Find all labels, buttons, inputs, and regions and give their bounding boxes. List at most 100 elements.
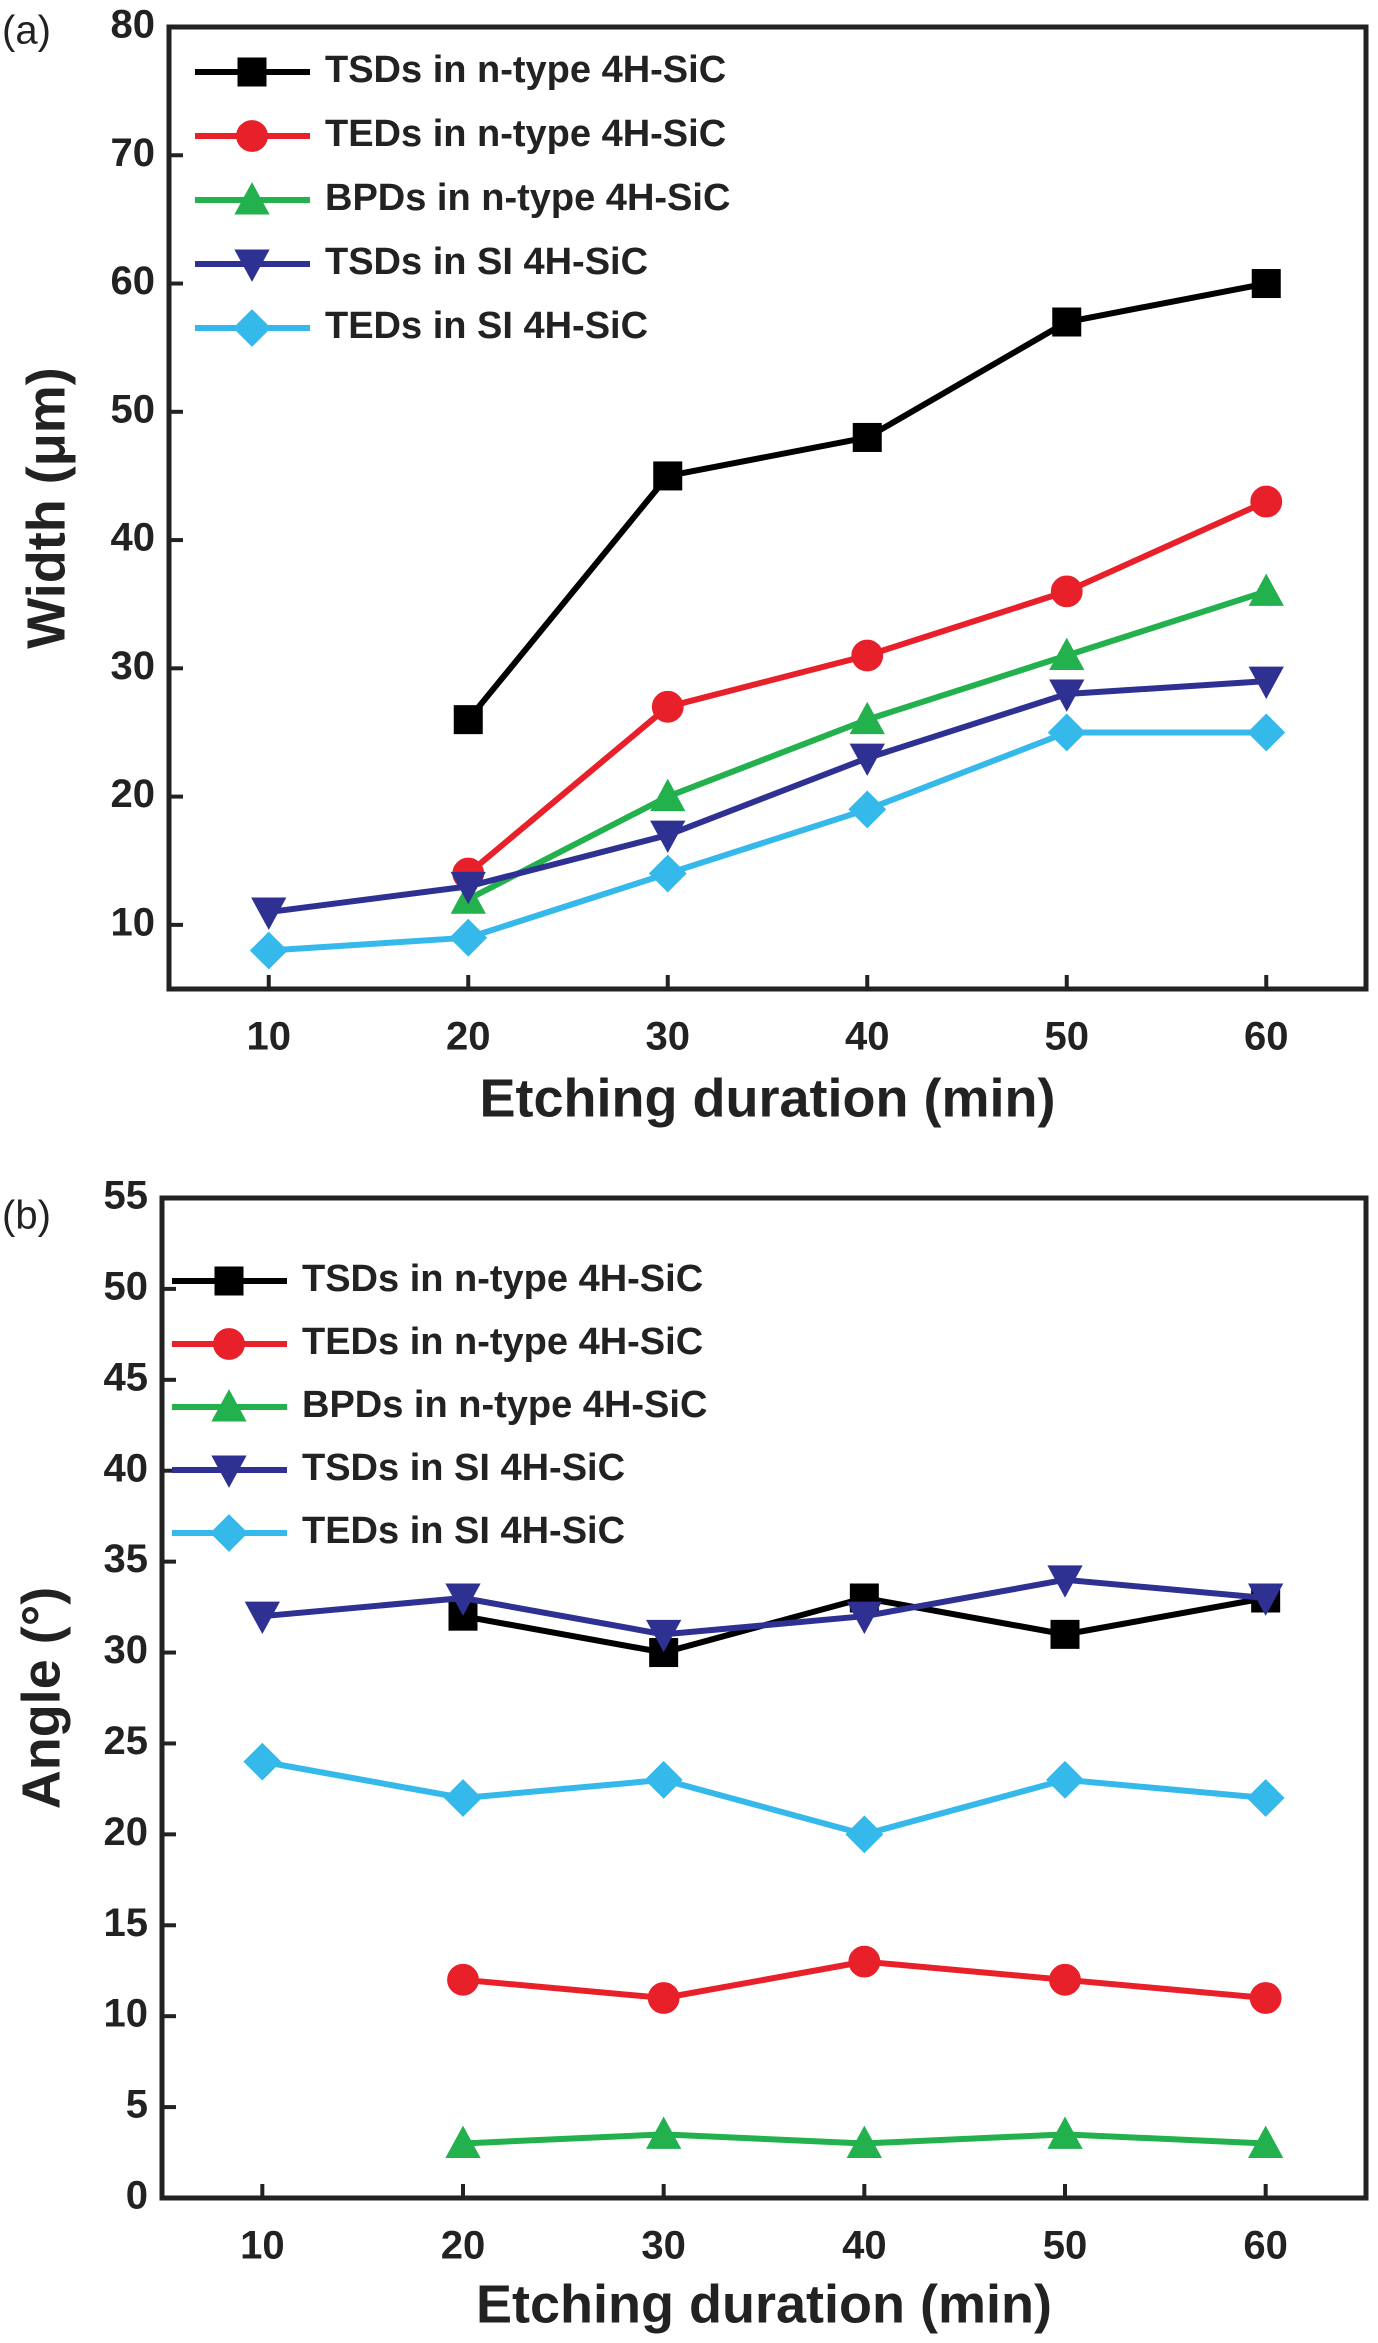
marker: [849, 743, 885, 776]
marker: [846, 1601, 882, 1635]
marker: [243, 1742, 282, 1781]
marker: [1052, 307, 1082, 337]
marker: [1047, 2116, 1083, 2149]
marker: [845, 1815, 884, 1854]
marker: [450, 871, 486, 905]
legend-marker: [236, 120, 268, 152]
series-line: [262, 1576, 1266, 1638]
marker: [848, 1945, 881, 1978]
y-tick-label: 20: [104, 1810, 149, 1854]
x-tick-label: 20: [446, 1015, 491, 1059]
marker: [644, 1760, 683, 1799]
x-tick-label: 50: [1043, 2224, 1088, 2268]
marker: [249, 931, 288, 970]
y-tick-label: 5: [126, 2083, 148, 2127]
legend-label: BPDs in n-type 4H-SiC: [325, 177, 730, 219]
y-tick-label: 15: [104, 1901, 149, 1945]
y-tick-label: 50: [104, 1264, 149, 1308]
marker: [1248, 1583, 1284, 1616]
marker: [846, 2125, 882, 2158]
legend-label: TEDs in SI 4H-SiC: [325, 305, 648, 347]
y-axis-label: Width (μm): [16, 367, 76, 648]
marker: [848, 790, 887, 829]
legend-marker: [233, 309, 271, 347]
marker: [251, 897, 287, 930]
y-tick-label: 30: [111, 644, 156, 688]
legend-label: TSDs in n-type 4H-SiC: [302, 1258, 703, 1300]
marker: [1250, 485, 1283, 518]
marker: [447, 1963, 479, 1996]
y-tick-label: 80: [111, 3, 156, 47]
x-tick-label: 10: [247, 1015, 292, 1059]
x-tick-label: 40: [842, 2224, 887, 2268]
marker: [653, 461, 683, 491]
legend-marker: [237, 57, 267, 87]
marker: [1047, 713, 1086, 752]
y-tick-label: 10: [111, 900, 156, 944]
y-tick-label: 70: [111, 131, 156, 175]
y-tick-label: 35: [104, 1537, 149, 1581]
marker: [445, 2125, 481, 2158]
legend-marker: [211, 1389, 247, 1422]
marker: [1049, 1963, 1081, 1996]
y-tick-label: 45: [104, 1355, 149, 1399]
x-tick-label: 40: [845, 1015, 890, 1059]
legend-label: TEDs in n-type 4H-SiC: [302, 1321, 703, 1363]
marker: [448, 1601, 478, 1631]
y-axis-label: Angle (°): [11, 1587, 71, 1810]
panel-label: (b): [2, 1194, 51, 1238]
x-tick-label: 60: [1244, 1015, 1289, 1059]
x-tick-label: 60: [1243, 2224, 1288, 2268]
marker: [650, 778, 686, 812]
x-tick-label: 10: [240, 2224, 285, 2268]
marker: [445, 1583, 481, 1616]
legend-marker: [234, 249, 270, 282]
y-tick-label: 55: [104, 1174, 149, 1218]
marker: [449, 918, 488, 957]
marker: [647, 1982, 680, 2014]
panel-label: (a): [2, 9, 51, 53]
marker: [1249, 1982, 1282, 2014]
legend-label: TSDs in SI 4H-SiC: [325, 241, 648, 283]
marker: [1251, 269, 1281, 299]
marker: [1046, 1760, 1084, 1799]
legend-label: TEDs in n-type 4H-SiC: [325, 113, 726, 155]
series-line: [268, 729, 1267, 954]
x-tick-label: 50: [1045, 1015, 1090, 1059]
marker: [1050, 1619, 1080, 1649]
y-tick-label: 10: [104, 1992, 149, 2036]
marker: [1047, 1565, 1083, 1598]
legend-marker: [210, 1514, 248, 1552]
series-line: [268, 678, 1267, 916]
y-tick-label: 40: [111, 516, 156, 560]
marker: [646, 2116, 682, 2149]
y-tick-label: 20: [111, 772, 156, 816]
marker: [1248, 666, 1284, 700]
legend-marker: [214, 1266, 244, 1296]
x-axis-label: Etching duration (min): [476, 2274, 1052, 2334]
marker: [1248, 2125, 1284, 2158]
y-tick-label: 25: [104, 1719, 149, 1763]
marker: [1049, 679, 1085, 712]
marker: [1246, 1779, 1285, 1817]
x-axis-label: Etching duration (min): [480, 1068, 1056, 1128]
marker: [1247, 713, 1286, 752]
marker: [244, 1601, 280, 1635]
y-tick-label: 0: [126, 2174, 148, 2218]
x-tick-label: 30: [646, 1015, 691, 1059]
marker: [444, 1779, 482, 1817]
marker: [651, 690, 684, 723]
x-tick-label: 30: [641, 2224, 686, 2268]
marker: [851, 639, 884, 672]
marker: [1248, 573, 1284, 606]
marker: [650, 820, 686, 853]
plot-frame: [159, 1195, 1369, 2201]
series-line: [261, 1758, 1266, 1838]
legend-label: TEDs in SI 4H-SiC: [302, 1510, 625, 1552]
x-tick-label: 20: [441, 2224, 486, 2268]
legend-label: TSDs in n-type 4H-SiC: [325, 49, 726, 91]
marker: [648, 854, 687, 893]
plot-frame: [166, 24, 1369, 992]
y-tick-label: 50: [111, 387, 156, 431]
